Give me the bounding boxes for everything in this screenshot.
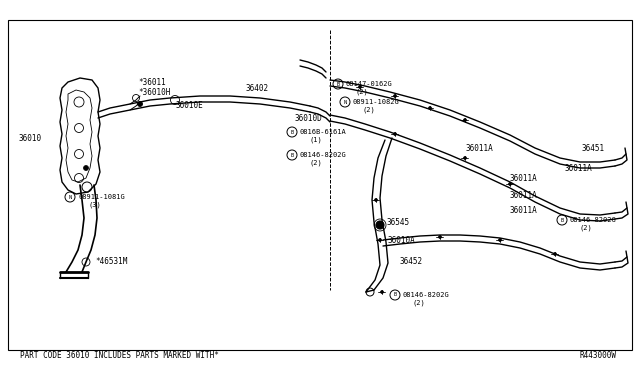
Text: (2): (2) <box>580 225 593 231</box>
Circle shape <box>358 86 362 89</box>
Text: B: B <box>291 129 294 135</box>
Text: 36010A: 36010A <box>388 235 416 244</box>
Text: 08146-8202G: 08146-8202G <box>300 152 347 158</box>
Circle shape <box>429 107 431 109</box>
Text: 08146-8202G: 08146-8202G <box>403 292 450 298</box>
Text: 36011A: 36011A <box>510 205 538 215</box>
Text: 36010E: 36010E <box>175 100 203 109</box>
Text: (2): (2) <box>363 107 376 113</box>
Text: 36011A: 36011A <box>510 173 538 183</box>
Text: 08147-0162G: 08147-0162G <box>346 81 393 87</box>
Circle shape <box>138 102 143 106</box>
Text: B: B <box>337 81 340 87</box>
Text: (2): (2) <box>356 89 369 95</box>
Text: *36011: *36011 <box>138 77 166 87</box>
Text: 36452: 36452 <box>400 257 423 266</box>
Text: (3): (3) <box>88 202 100 208</box>
Text: N: N <box>68 195 72 199</box>
Circle shape <box>374 199 378 201</box>
Text: N: N <box>344 99 347 105</box>
Text: PART CODE 36010 INCLUDES PARTS MARKED WITH*: PART CODE 36010 INCLUDES PARTS MARKED WI… <box>20 350 219 359</box>
Text: 0816B-6161A: 0816B-6161A <box>300 129 347 135</box>
Text: 36011A: 36011A <box>466 144 493 153</box>
Circle shape <box>394 94 396 97</box>
Circle shape <box>379 238 381 241</box>
Circle shape <box>499 238 501 241</box>
Circle shape <box>463 119 467 121</box>
Text: 36451: 36451 <box>582 144 605 153</box>
Circle shape <box>554 253 556 256</box>
Text: B: B <box>291 153 294 157</box>
Text: (2): (2) <box>310 160 323 166</box>
Circle shape <box>376 221 384 229</box>
Circle shape <box>509 183 511 185</box>
Text: 08146-8202G: 08146-8202G <box>570 217 617 223</box>
Circle shape <box>394 132 396 135</box>
Text: 36011A: 36011A <box>565 164 593 173</box>
Text: (2): (2) <box>413 300 426 306</box>
Text: 36545: 36545 <box>387 218 410 227</box>
Circle shape <box>83 166 88 170</box>
Bar <box>8 20 632 350</box>
Text: 36402: 36402 <box>245 83 268 93</box>
Text: 36011A: 36011A <box>510 190 538 199</box>
Text: B: B <box>561 218 564 222</box>
Text: 36010D: 36010D <box>295 113 323 122</box>
Text: 36010: 36010 <box>18 134 41 142</box>
Circle shape <box>381 291 383 294</box>
Text: 08911-1081G: 08911-1081G <box>78 194 125 200</box>
Text: (1): (1) <box>310 137 323 143</box>
Text: *36010H: *36010H <box>138 87 170 96</box>
Text: R443000W: R443000W <box>580 350 617 359</box>
Text: 08911-1082G: 08911-1082G <box>353 99 400 105</box>
Circle shape <box>463 157 467 159</box>
Text: *46531M: *46531M <box>95 257 127 266</box>
Text: B: B <box>394 292 397 298</box>
Circle shape <box>438 235 442 238</box>
